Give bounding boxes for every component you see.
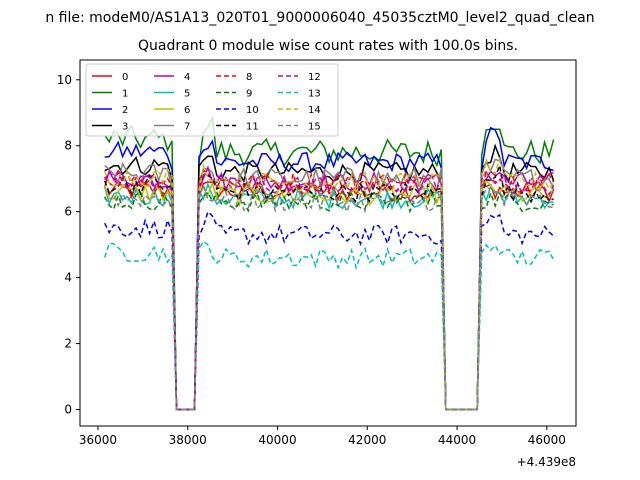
legend-label-9: 9	[246, 89, 252, 100]
series-line-10	[104, 210, 555, 411]
legend-label-8: 8	[246, 72, 252, 83]
legend-label-5: 5	[184, 89, 190, 100]
x-axis-offset-label: +4.439e8	[517, 455, 576, 469]
y-axis: 0 2 4 6 8 10	[57, 73, 80, 417]
legend-label-1: 1	[122, 89, 128, 100]
y-tick-label: 4	[64, 271, 72, 285]
plot-frame	[79, 59, 577, 427]
x-tick-label: 42000	[348, 433, 386, 447]
y-tick-label: 0	[64, 403, 72, 417]
legend-label-15: 15	[308, 122, 321, 133]
legend-label-2: 2	[122, 105, 128, 116]
y-tick-label: 2	[64, 337, 72, 351]
legend-label-10: 10	[246, 105, 259, 116]
x-tick-label: 44000	[438, 433, 476, 447]
figure-suptitle: n file: modeM0/AS1A13_020T01_9000006040_…	[45, 10, 594, 26]
x-tick-label: 46000	[528, 433, 566, 447]
legend-label-6: 6	[184, 105, 190, 116]
y-tick-label: 6	[64, 205, 72, 219]
legend-label-3: 3	[122, 122, 128, 133]
y-tick-label: 10	[57, 73, 72, 87]
legend-box	[85, 63, 339, 137]
x-tick-label: 38000	[169, 433, 207, 447]
chart-title: Quadrant 0 module wise count rates with …	[138, 38, 518, 54]
legend-label-12: 12	[308, 72, 321, 83]
y-tick-label: 8	[64, 139, 72, 153]
legend-label-4: 4	[184, 72, 190, 83]
x-axis: 36000 38000 40000 42000 44000 46000	[79, 426, 566, 447]
series-line-13	[103, 240, 555, 411]
legend-label-11: 11	[246, 122, 259, 133]
series-line-2	[104, 126, 554, 411]
legend-label-0: 0	[122, 72, 128, 83]
legend-label-13: 13	[308, 89, 321, 100]
legend-label-14: 14	[308, 105, 321, 116]
series-line-15	[104, 182, 554, 411]
x-tick-label: 36000	[79, 433, 117, 447]
plot-series-group	[103, 115, 555, 411]
x-tick-label: 40000	[258, 433, 296, 447]
legend-label-7: 7	[184, 122, 190, 133]
